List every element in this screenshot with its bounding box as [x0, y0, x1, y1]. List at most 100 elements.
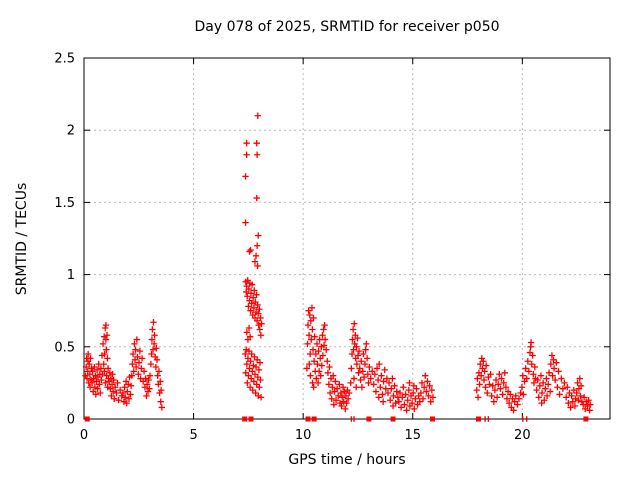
zero-bar-marker	[353, 416, 355, 422]
data-point-marker	[520, 391, 527, 398]
data-point-marker	[103, 372, 110, 379]
data-point-marker	[256, 359, 264, 366]
zero-square-marker	[390, 416, 396, 422]
data-point-marker	[374, 376, 382, 384]
data-point-marker	[550, 365, 558, 372]
data-point-marker	[546, 388, 554, 395]
data-point-marker	[257, 376, 264, 384]
data-point-marker	[360, 350, 367, 358]
data-point-marker	[242, 346, 250, 353]
zero-bar-marker	[484, 416, 486, 422]
data-point-marker	[347, 379, 354, 387]
data-point-marker	[363, 355, 371, 362]
data-point-marker	[304, 340, 311, 348]
data-point-marker	[364, 371, 372, 378]
data-point-marker	[332, 378, 339, 385]
data-point-marker	[132, 346, 139, 353]
data-point-marker	[547, 360, 555, 368]
data-point-marker	[570, 386, 578, 394]
data-point-marker	[321, 321, 328, 329]
data-point-marker	[356, 365, 363, 372]
data-point-marker	[386, 397, 394, 404]
data-point-marker	[94, 385, 101, 392]
data-point-marker	[573, 389, 580, 397]
data-point-marker	[476, 381, 483, 388]
plot-title: Day 078 of 2025, SRMTID for receiver p05…	[194, 19, 499, 35]
data-point-marker	[243, 139, 250, 147]
data-point-marker	[254, 301, 261, 309]
y-tick-label: 0	[67, 413, 75, 428]
data-point-marker	[371, 371, 379, 378]
data-point-marker	[539, 379, 547, 387]
zero-square-marker	[242, 416, 248, 422]
data-point-marker	[548, 352, 556, 359]
data-point-marker	[428, 386, 436, 394]
data-point-marker	[338, 402, 345, 410]
data-point-marker	[249, 294, 257, 301]
data-point-marker	[310, 314, 317, 322]
data-point-marker	[157, 398, 164, 405]
data-point-marker	[315, 347, 322, 355]
data-point-marker	[544, 381, 552, 388]
data-point-marker	[409, 389, 417, 397]
data-point-marker	[357, 376, 364, 384]
data-point-marker	[118, 392, 125, 400]
data-point-marker	[253, 317, 261, 325]
data-point-marker	[397, 404, 405, 411]
data-point-marker	[507, 391, 514, 398]
data-point-marker	[576, 375, 583, 382]
data-point-marker	[474, 375, 481, 382]
data-point-marker	[393, 388, 400, 395]
data-point-marker	[530, 379, 538, 387]
data-point-marker	[396, 389, 404, 397]
data-point-marker	[97, 389, 104, 397]
data-point-marker	[339, 384, 347, 391]
data-point-marker	[316, 336, 323, 343]
data-point-marker	[345, 389, 353, 397]
data-point-marker	[92, 391, 100, 398]
data-point-marker	[248, 281, 256, 288]
zero-square-marker	[305, 416, 311, 422]
data-point-marker	[97, 365, 105, 372]
data-point-marker	[549, 372, 556, 379]
data-point-marker	[366, 363, 373, 371]
zero-bar-marker	[522, 416, 524, 422]
data-point-marker	[363, 340, 370, 348]
data-point-marker	[322, 346, 330, 353]
data-point-marker	[529, 352, 536, 359]
data-point-marker	[389, 402, 397, 410]
data-point-marker	[498, 375, 505, 382]
data-point-marker	[96, 381, 103, 388]
zero-square-marker	[429, 416, 435, 422]
data-point-marker	[116, 386, 124, 394]
data-point-marker	[569, 398, 576, 405]
data-point-marker	[102, 324, 109, 332]
data-point-marker	[367, 375, 374, 382]
data-point-marker	[138, 355, 146, 362]
data-point-marker	[370, 381, 377, 388]
data-point-marker	[567, 404, 574, 411]
zero-bar-marker	[526, 416, 528, 422]
data-point-marker	[246, 365, 253, 372]
data-point-marker	[243, 151, 250, 158]
data-point-marker	[553, 359, 560, 366]
data-point-marker	[584, 402, 591, 410]
data-point-marker	[145, 376, 152, 384]
data-point-marker	[320, 342, 328, 349]
x-axis-label: GPS time / hours	[288, 452, 405, 468]
data-point-marker	[129, 360, 136, 368]
data-point-marker	[348, 350, 356, 358]
data-point-marker	[402, 391, 409, 398]
data-point-marker	[543, 392, 551, 400]
data-point-marker	[481, 368, 488, 375]
data-point-marker	[125, 395, 133, 402]
data-point-marker	[143, 392, 150, 400]
data-point-marker	[555, 368, 562, 375]
data-point-marker	[248, 350, 255, 358]
data-point-marker	[158, 404, 166, 411]
data-point-marker	[108, 392, 115, 400]
y-tick-label: 2	[67, 124, 75, 139]
data-point-marker	[587, 401, 594, 408]
data-point-marker	[330, 401, 338, 408]
data-point-marker	[406, 379, 413, 387]
